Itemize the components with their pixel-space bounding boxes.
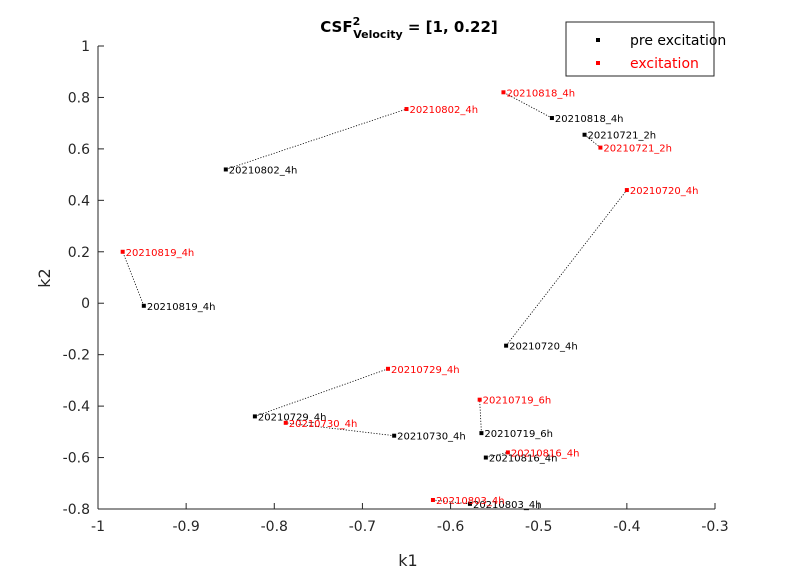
point-label: 20210816_4h [489,454,558,465]
point-label: 20210729_4h [391,365,460,376]
pair-link [584,134,601,148]
y-tick-label: 0.2 [68,245,90,261]
point-label: 20210720_4h [509,342,578,353]
point-label: 20210819_4h [147,302,216,313]
point-label: 20210818_4h [555,114,624,125]
y-tick-label: -0.2 [63,348,90,364]
axes: -1 -0.9 -0.8 -0.7 -0.6 -0.5 -0.4 -0.3 -0.8 -0.6 -0… [63,39,729,535]
point-label: 20210721_2h [603,144,672,155]
legend-entry: pre excitation [630,33,726,49]
y-tick-label: 0 [81,296,90,312]
excitation-point [624,188,629,193]
excitation-point [404,107,409,112]
title-sub: Velocity [353,28,402,41]
title-rest: = [1, 0.22] [403,18,498,36]
point-label: 20210719_6h [483,396,552,407]
y-tick-label: -0.4 [63,399,90,415]
legend-marker [596,38,600,42]
point-label: 20210729_4h [258,412,327,423]
x-tick-label: -0.6 [437,519,464,535]
point-label: 20210730_4h [397,432,466,443]
pair-link [503,91,553,119]
excitation-point [283,420,288,425]
legend-marker [596,61,600,65]
pre-excitation-point [392,433,397,438]
x-axis-label: k1 [398,551,417,570]
pair-link [122,251,145,306]
x-tick-label: -0.3 [701,519,728,535]
legend: pre excitation excitation [565,21,726,77]
legend-box [565,21,715,77]
point-label: 20210803_4h [473,500,542,511]
x-tick-label: -0.5 [525,519,552,535]
excitation-point [430,497,435,502]
pair-link [225,108,407,170]
excitation-point [598,145,603,150]
point-label: 20210720_4h [630,186,699,197]
title-sup: 2 [353,15,361,28]
chart-title: CSF2 Velocity = [1, 0.22] [320,15,498,41]
y-tick-label: 0.8 [68,90,90,106]
point-label: 20210721_2h [588,131,657,142]
pre-excitation-point [504,343,509,348]
x-tick-label: -0.4 [613,519,640,535]
point-label: 20210819_4h [126,248,195,259]
y-axis-label: k2 [35,268,54,287]
pre-excitation-point [252,414,257,419]
excitation-point [477,397,482,402]
legend-entry: excitation [630,56,699,72]
point-label: 20210802_4h [410,105,479,116]
pre-excitation-point [549,116,554,121]
point-label: 20210818_4h [506,88,575,99]
y-tick-label: -0.6 [63,451,90,467]
y-tick-label: 0.4 [68,193,90,209]
x-tick-label: -0.8 [261,519,288,535]
point-label: 20210802_4h [229,165,298,176]
x-tick-label: -0.9 [172,519,199,535]
pre-excitation-point [582,132,587,137]
pre-excitation-point [483,455,488,460]
y-tick-label: -0.8 [63,502,90,518]
title-main: CSF [320,18,352,36]
x-tick-label: -0.7 [349,519,376,535]
y-tick-label: 1 [81,39,90,55]
pair-link [432,499,471,505]
point-label: 20210816_4h [511,448,580,459]
pre-excitation-point [479,431,484,436]
y-tick-label: 0.6 [68,142,90,158]
pre-excitation-point [467,501,472,506]
pair-link [254,368,389,417]
x-tick-label: -1 [91,519,105,535]
point-label: 20210803_4h [436,496,505,507]
excitation-point [385,366,390,371]
pair-link [505,189,628,346]
pre-excitation-point [141,303,146,308]
pair-link [485,452,508,458]
point-label: 20210719_6h [484,429,553,440]
excitation-point [120,249,125,254]
data-points: 20210802_4h 20210818_4h 20210721_2h 2021081… [120,88,699,511]
pair-links [122,91,628,505]
pre-excitation-point [223,167,228,172]
excitation-point [505,450,510,455]
excitation-point [501,90,506,95]
point-label: 20210730_4h [289,419,358,430]
